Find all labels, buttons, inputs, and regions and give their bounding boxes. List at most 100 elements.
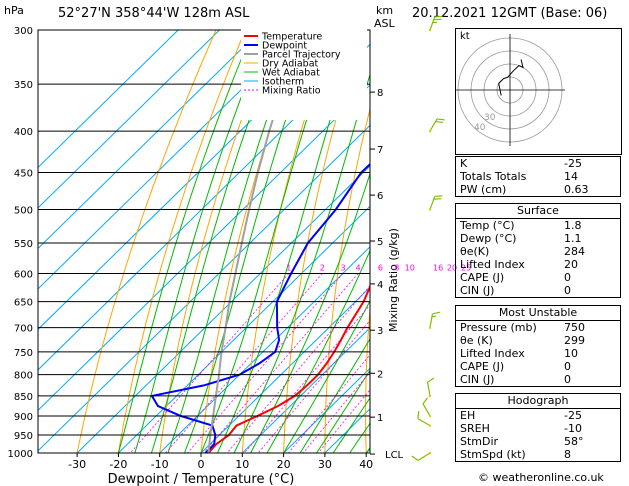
mixing-ratio-label: 8 — [394, 264, 399, 273]
hodograph-ring-label: 40 — [474, 123, 486, 133]
mixing-ratio-label: 25 — [461, 264, 471, 273]
pressure-tick-label: 700 — [14, 324, 33, 335]
wind-barb — [428, 118, 445, 133]
row-label: CAPE (J) — [460, 271, 505, 284]
pressure-tick-label: 400 — [14, 127, 33, 138]
table-row: Temp (°C) 1.8 — [456, 219, 620, 232]
km-unit-label: km — [376, 4, 393, 17]
km-tick-label: 5 — [377, 237, 383, 248]
row-label: SREH — [460, 422, 490, 435]
legend-label: Temperature — [261, 32, 322, 43]
table-row: Totals Totals 14 — [456, 170, 620, 183]
isotherm-line — [38, 30, 220, 209]
mixing-ratio-line — [203, 273, 359, 453]
wind-barb-flag — [422, 397, 429, 405]
wet-adiabat-line — [332, 397, 370, 453]
wind-barb-dot — [428, 414, 432, 418]
mixing-ratio-label: 1 — [286, 264, 291, 273]
wind-barb-staff — [429, 118, 438, 132]
table-row: PW (cm) 0.63 — [456, 183, 620, 196]
table-row: Lifted Index 20 — [456, 258, 620, 271]
hodograph-table: Hodograph EH -25 SREH -10 StmDir 58° StmSpd (kt… — [455, 393, 621, 462]
surface-table: Surface Temp (°C) 1.8 Dewp (°C) 1.1 θe(K) 284 L… — [455, 203, 621, 298]
mixing-ratio-axis-label: Mixing Ratio (g/kg) — [387, 228, 400, 332]
row-label: PW (cm) — [460, 183, 507, 196]
mixing-ratio-label: 10 — [405, 264, 415, 273]
wind-barb-dot — [428, 28, 432, 32]
wind-barb-flag — [436, 118, 445, 121]
pressure-tick-label: 500 — [14, 205, 33, 216]
table-row: Pressure (mb) 750 — [456, 321, 620, 334]
row-label: Dewp (°C) — [460, 232, 517, 245]
row-value: 10 — [564, 347, 578, 360]
wind-barb-flag — [427, 377, 435, 383]
row-value: 1.8 — [564, 219, 582, 232]
mixing-ratio-label: 20 — [447, 264, 457, 273]
table-row: StmSpd (kt) 8 — [456, 448, 620, 461]
mixing-ratio-label: 6 — [378, 264, 383, 273]
pressure-tick-label: 850 — [14, 392, 33, 403]
row-label: StmSpd (kt) — [460, 448, 526, 461]
mixing-ratio-line — [129, 273, 290, 453]
table-row: CIN (J) 0 — [456, 373, 620, 386]
km-tick-label: 1 — [377, 413, 383, 424]
row-value: 1.1 — [564, 232, 582, 245]
wind-barb-staff — [417, 418, 431, 427]
mixing-ratio-line — [317, 389, 370, 453]
x-tick-label: -30 — [68, 458, 86, 471]
table-row: Dewp (°C) 1.1 — [456, 232, 620, 245]
row-value: 20 — [564, 258, 578, 271]
km-tick-label: 7 — [377, 145, 383, 156]
wind-barb-flag — [411, 455, 419, 461]
pressure-tick-label: 750 — [14, 348, 33, 359]
x-tick-label: 30 — [318, 458, 332, 471]
dry-adiabat-line — [76, 30, 217, 453]
row-value: 0 — [564, 373, 571, 386]
wind-barb — [428, 311, 440, 329]
row-value: -25 — [564, 409, 582, 422]
table-title: Surface — [517, 204, 559, 217]
wind-barb-dot — [428, 451, 432, 455]
pressure-tick-label: 650 — [14, 298, 33, 309]
isotherm-line — [283, 367, 370, 453]
hpa-unit-label: hPa — [4, 4, 24, 17]
wind-barb-dot — [428, 208, 432, 211]
wind-barb — [417, 410, 432, 427]
wind-barb-flag — [434, 15, 443, 18]
row-value: -25 — [564, 157, 582, 170]
wind-barb-flag — [433, 198, 442, 200]
indices-table: K -25 Totals Totals 14 PW (cm) 0.63 — [455, 156, 621, 197]
wet-adiabat-line — [316, 369, 370, 453]
pressure-tick-label: 300 — [14, 26, 33, 37]
km-tick-label: LCL — [385, 450, 404, 461]
wind-barb-dot — [428, 424, 432, 427]
row-value: 0.63 — [564, 183, 589, 196]
row-value: 284 — [564, 245, 585, 258]
row-label: Pressure (mb) — [460, 321, 537, 334]
table-row: EH -25 — [456, 409, 620, 422]
hodograph-ring-label: 30 — [484, 113, 496, 123]
mixing-ratio-line — [302, 371, 370, 453]
legend-label: Dewpoint — [262, 41, 307, 52]
row-value: 58° — [564, 435, 584, 448]
pressure-tick-label: 800 — [14, 371, 33, 382]
legend-label: Wet Adiabat — [262, 68, 320, 79]
hodograph-unit-label: kt — [460, 31, 470, 42]
legend-label: Parcel Trajectory — [262, 50, 341, 61]
copyright-footer: © weatheronline.co.uk — [478, 471, 604, 484]
wind-barb-flag — [417, 410, 420, 419]
mixing-ratio-label: 4 — [356, 264, 361, 273]
row-label: Lifted Index — [460, 347, 525, 360]
row-label: Lifted Index — [460, 258, 525, 271]
plot-frame — [37, 29, 371, 454]
pressure-tick-label: 1000 — [8, 449, 33, 460]
mixing-ratio-label: 16 — [433, 264, 443, 273]
hodograph-trace — [498, 59, 524, 96]
table-row: CAPE (J) 0 — [456, 360, 620, 373]
wind-barb-staff — [422, 403, 431, 417]
table-title: Hodograph — [507, 394, 569, 407]
mixing-ratio-line — [244, 304, 370, 453]
wind-barb-flag — [433, 18, 442, 21]
row-value: 0 — [564, 284, 571, 297]
km-tick-label: 2 — [377, 369, 383, 380]
